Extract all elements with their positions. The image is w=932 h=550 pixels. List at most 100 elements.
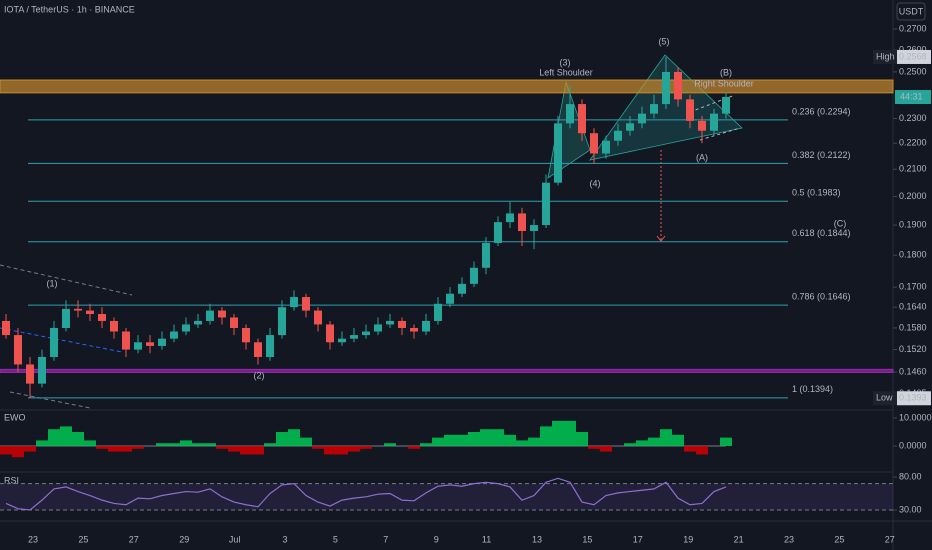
- candle-body: [398, 320, 406, 328]
- x-tick-label: 3: [282, 534, 287, 544]
- zone: [0, 368, 894, 373]
- candle-body: [350, 335, 358, 339]
- candle-body: [50, 327, 58, 357]
- y-tick-label: 10.0000: [899, 412, 932, 422]
- annotation: (C): [834, 218, 847, 228]
- fib-label: 0.382 (0.2122): [792, 150, 851, 160]
- x-tick-label: 19: [683, 534, 693, 544]
- candle-body: [518, 213, 526, 231]
- price-tag: [873, 391, 897, 406]
- ewo-bar: [264, 443, 276, 447]
- y-tick-label: 0.2500: [899, 66, 927, 76]
- x-tick-label: 13: [532, 534, 542, 544]
- ewo-bar: [204, 443, 216, 447]
- candle-body: [614, 130, 622, 141]
- fib-label: 0.618 (0.1844): [792, 228, 851, 238]
- ewo-bar: [528, 437, 540, 447]
- ewo-bar: [384, 443, 396, 447]
- candle-body: [362, 331, 370, 336]
- candle-body: [542, 182, 550, 226]
- annotation: (2): [254, 370, 265, 380]
- fib-label: 0.786 (0.1646): [792, 292, 851, 302]
- price-tag-label: Low: [876, 393, 893, 403]
- x-tick-label: 7: [383, 534, 388, 544]
- price-tag: [897, 49, 931, 64]
- ewo-bar: [276, 432, 288, 447]
- ewo-bar: [60, 426, 72, 447]
- ewo-bar: [120, 446, 132, 452]
- candle-body: [290, 297, 298, 308]
- y-tick-label: 0.2100: [899, 164, 927, 174]
- candle-body: [590, 133, 598, 154]
- ewo-bar: [672, 434, 684, 447]
- fib-label: 0.5 (0.1983): [792, 188, 841, 198]
- ewo-bar: [420, 443, 432, 447]
- annotation: (4): [590, 178, 601, 188]
- pane-title: EWO: [4, 412, 26, 422]
- candle-body: [686, 99, 694, 121]
- ewo-bar: [660, 429, 672, 447]
- ewo-bar: [180, 440, 192, 447]
- candle-body: [410, 327, 418, 332]
- price-tag-value: 0.2568: [899, 51, 927, 61]
- ewo-bar: [600, 446, 612, 452]
- y-tick-label: 0.1700: [899, 282, 927, 292]
- trend-line: [689, 94, 736, 113]
- candle-body: [122, 331, 130, 350]
- ewo-bar: [360, 446, 372, 449]
- ewo-bar: [108, 446, 120, 452]
- y-tick-label: 0.2700: [899, 23, 927, 33]
- ewo-bar: [456, 434, 468, 447]
- trend-line: [699, 127, 741, 141]
- candle-body: [26, 364, 34, 384]
- candle-body: [170, 331, 178, 339]
- candle-body: [470, 267, 478, 284]
- x-tick-label: 23: [784, 534, 794, 544]
- candle-body: [146, 342, 154, 346]
- ewo-bar: [540, 426, 552, 447]
- y-tick-label: 0.1800: [899, 250, 927, 260]
- candle-body: [314, 310, 322, 325]
- candle-body: [422, 320, 430, 332]
- candle-body: [74, 308, 82, 311]
- y-tick-label: 0.1580: [899, 322, 927, 332]
- currency-button[interactable]: [896, 2, 926, 21]
- ewo-bar: [468, 432, 480, 447]
- rsi-band: [0, 483, 893, 511]
- x-tick-label: 21: [734, 534, 744, 544]
- ewo-bar: [228, 446, 240, 452]
- ewo-bar: [312, 446, 324, 449]
- x-tick-label: 27: [129, 534, 139, 544]
- price-tag: [873, 49, 897, 64]
- ewo-bar: [24, 446, 36, 452]
- rsi-line: [5, 477, 727, 511]
- ewo-bar: [636, 440, 648, 447]
- ewo-bar: [432, 437, 444, 447]
- candle-body: [194, 320, 202, 325]
- ewo-bar: [516, 440, 528, 447]
- candle-body: [182, 324, 190, 332]
- ewo-bar: [132, 446, 144, 449]
- candle-body: [158, 338, 166, 346]
- y-tick-label: 0.0000: [899, 440, 927, 450]
- ewo-bar: [576, 432, 588, 447]
- x-tick-label: 27: [885, 534, 895, 544]
- ewo-bar: [96, 446, 108, 449]
- candle-body: [218, 310, 226, 318]
- chart-title: IOTA / TetherUS · 1h · BINANCE: [4, 4, 135, 14]
- y-tick-label: 0.1900: [899, 219, 927, 229]
- price-tag-label: High: [876, 51, 895, 61]
- candle-body: [278, 307, 286, 336]
- x-tick-label: 11: [482, 534, 491, 544]
- fib-label: 1 (0.1394): [792, 384, 833, 394]
- annotation: (5): [659, 36, 670, 46]
- price-tag: [897, 391, 931, 406]
- currency[interactable]: USDT: [899, 6, 924, 16]
- candle-body: [242, 327, 250, 343]
- price-tag-value: 0.1393: [899, 393, 927, 403]
- y-tick-label: 0.2200: [899, 138, 927, 148]
- y-tick-label: 0.2600: [899, 44, 927, 54]
- zone: [0, 79, 894, 94]
- ewo-bar: [444, 434, 456, 447]
- y-tick-label: 0.2300: [899, 113, 927, 123]
